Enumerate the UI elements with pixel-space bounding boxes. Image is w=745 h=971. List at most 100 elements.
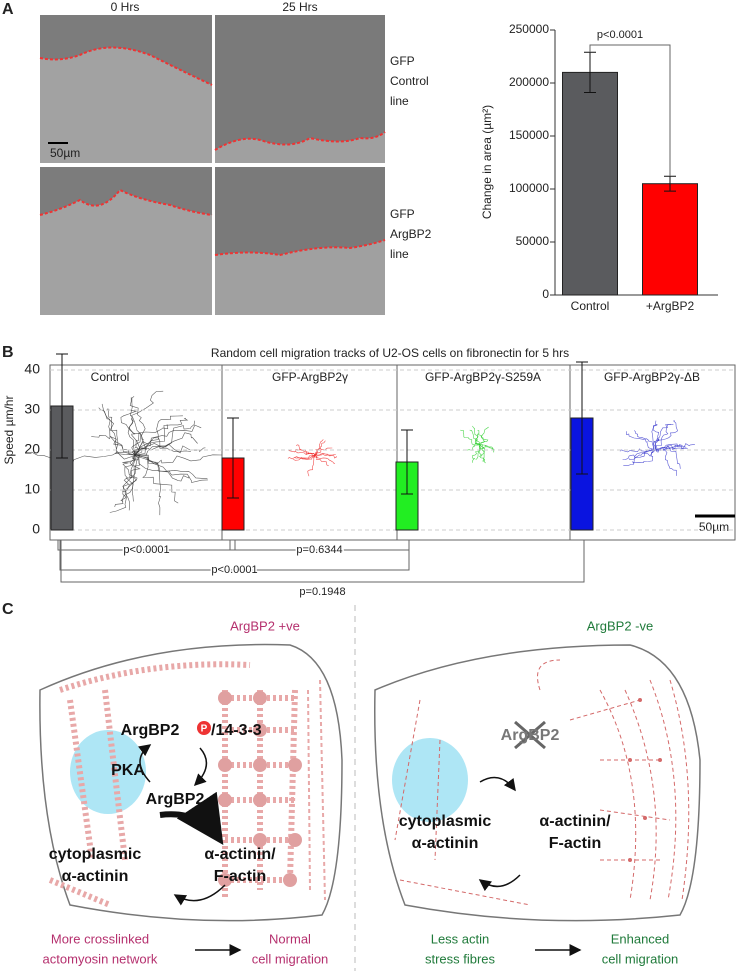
column-label: 25 Hrs (282, 0, 317, 14)
track (31, 451, 136, 463)
x-tick-label: +ArgBP2 (646, 299, 695, 313)
y-axis-label: Speed µm/hr (2, 396, 16, 465)
track (314, 454, 329, 467)
track (314, 454, 336, 464)
track (654, 420, 678, 451)
x-tick-label: GFP-ArgBP2γ-S259A (425, 370, 541, 384)
y-tick-label: 100000 (509, 181, 549, 195)
track (134, 415, 183, 456)
p-value: p=0.6344 (296, 544, 342, 556)
bar (562, 71, 618, 296)
significance-bracket (57, 540, 236, 551)
track (120, 454, 136, 502)
y-tick-label: 0 (32, 521, 40, 537)
track (460, 429, 481, 446)
track (479, 426, 489, 446)
y-tick-label: 10 (24, 481, 40, 497)
cause-label: Less actin (431, 931, 490, 946)
panel-label: B (2, 344, 14, 361)
track (623, 449, 655, 466)
y-tick-label: 20 (24, 441, 40, 457)
condition-title: ArgBP2 +ve (230, 618, 300, 633)
track (619, 448, 656, 453)
track (135, 454, 162, 516)
row-label: line (390, 94, 409, 108)
significance-bracket (59, 540, 410, 571)
x-tick-label: Control (91, 370, 130, 384)
track (479, 444, 486, 462)
panel-label: C (2, 601, 14, 618)
track (469, 429, 481, 446)
effect-label: Enhanced (611, 931, 670, 946)
y-tick-label: 40 (24, 361, 40, 377)
cytoplasmic-label: α-actinin (412, 835, 479, 852)
track (134, 424, 202, 456)
error-bar (56, 353, 68, 459)
cause-label: actomyosin network (43, 951, 158, 966)
cytoplasmic-label: cytoplasmic (49, 846, 142, 863)
bar (642, 183, 698, 296)
track (288, 450, 316, 456)
track (124, 454, 137, 511)
p-value: p<0.0001 (123, 544, 169, 556)
track (134, 417, 189, 456)
panel-b-frame (49, 364, 736, 541)
row-labels: GFP Control line GFP ArgBP2 line (390, 54, 432, 261)
track (626, 431, 656, 451)
error-bar (401, 429, 413, 495)
scale-bar-label: 50µm (50, 146, 80, 160)
bound-label: F-actin (549, 835, 601, 852)
row-label: line (390, 247, 409, 261)
track (654, 445, 688, 451)
track (479, 444, 495, 451)
significance-bracket (60, 540, 585, 583)
p-value: p<0.0001 (211, 564, 257, 576)
track (478, 444, 485, 457)
track (134, 454, 208, 479)
panel-label: A (2, 1, 14, 18)
column-label: 0 Hrs (111, 0, 140, 14)
track (622, 448, 656, 460)
complex-label: ArgBP2 (121, 722, 180, 739)
track (107, 408, 136, 456)
bound-label: F-actin (214, 868, 266, 885)
error-bar (576, 361, 588, 475)
effect-label: cell migration (602, 951, 679, 966)
track (480, 444, 495, 453)
y-axis-label: Change in area (µm²) (480, 105, 494, 219)
p-value: p<0.0001 (597, 29, 643, 41)
track (134, 454, 223, 465)
track (109, 454, 141, 513)
kinase-label: PKA (111, 762, 145, 779)
y-tick-label: 200000 (509, 75, 549, 89)
cell-diagram-left (39, 643, 343, 956)
track (120, 410, 141, 456)
y-tick-label: 150000 (509, 128, 549, 142)
scale-bar-label: 50µm (699, 520, 729, 534)
cause-label: More crosslinked (51, 931, 149, 946)
p-value: p=0.1948 (299, 586, 345, 598)
track (134, 454, 179, 504)
y-tick-label: 250000 (509, 22, 549, 36)
phospho-label: P (201, 724, 208, 735)
track (475, 444, 482, 460)
track (134, 420, 195, 456)
row-label: GFP (390, 54, 415, 68)
track (125, 454, 141, 502)
track (651, 420, 658, 450)
track (472, 425, 481, 446)
track (129, 397, 146, 456)
effect-label: Normal (269, 931, 311, 946)
significance-bracket (589, 44, 671, 177)
partner-label: /14-3-3 (211, 722, 262, 739)
cytoplasmic-label: cytoplasmic (399, 813, 492, 830)
row-label: GFP (390, 207, 415, 221)
track (654, 424, 674, 451)
track (293, 454, 316, 461)
migration-tracks (31, 390, 695, 516)
x-tick-label: GFP-ArgBP2γ-ΔB (604, 370, 700, 384)
track (654, 449, 677, 476)
track (472, 444, 481, 463)
cell-diagram-right (374, 644, 701, 956)
